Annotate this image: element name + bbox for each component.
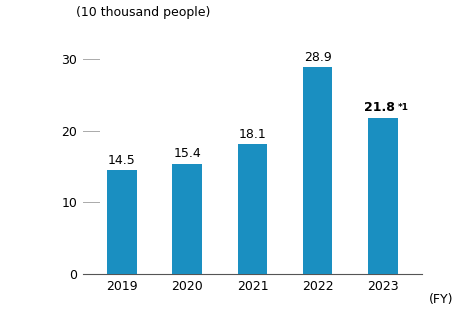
Text: (FY): (FY) (429, 293, 453, 306)
Bar (173, 164, 202, 274)
Bar (238, 145, 267, 274)
Text: 14.5: 14.5 (108, 154, 136, 167)
Text: (10 thousand people): (10 thousand people) (76, 6, 210, 19)
Text: *1: *1 (397, 103, 409, 112)
Text: 18.1: 18.1 (239, 128, 266, 141)
Bar (303, 67, 332, 274)
Bar (107, 170, 136, 274)
Text: 15.4: 15.4 (173, 147, 201, 160)
Bar (369, 118, 398, 274)
Text: 21.8: 21.8 (364, 101, 395, 114)
Text: 28.9: 28.9 (304, 51, 332, 64)
